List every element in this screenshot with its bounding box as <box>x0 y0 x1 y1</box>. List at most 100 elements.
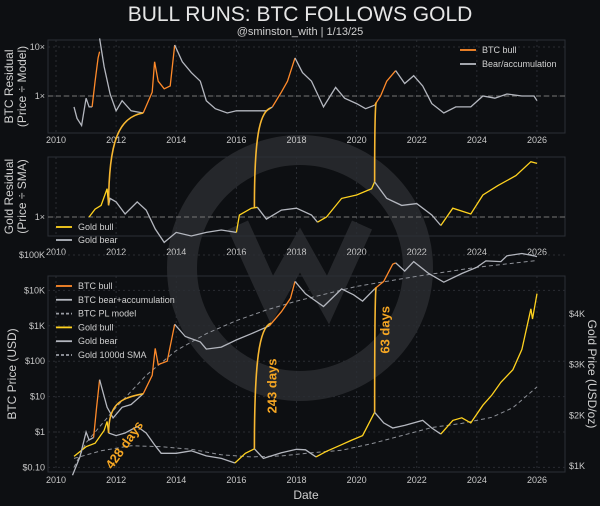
btc-residual-bear-line <box>98 38 144 114</box>
y-axis-label: (Price ÷ Model) <box>15 46 29 127</box>
btc-price-bull-line <box>92 379 101 438</box>
connector-residual-line <box>107 112 144 206</box>
right-y-tick-label: $4K <box>569 309 585 319</box>
x-tick-label: 2014 <box>166 247 186 257</box>
y-tick-label: $100 <box>25 356 45 366</box>
btc-residual-bear-line <box>294 57 375 110</box>
y-axis-label: BTC Residual <box>2 49 16 123</box>
gold-residual-bull-line <box>317 181 376 223</box>
btc-residual-bull-line <box>374 70 397 106</box>
panel-frame <box>47 156 566 237</box>
gold-price-bear-line <box>108 425 236 464</box>
btc-price-bear-line <box>174 323 270 350</box>
y-tick-label: 10× <box>30 42 45 52</box>
legend-label: Gold 1000d SMA <box>78 350 147 360</box>
y-tick-label: $1 <box>35 427 45 437</box>
x-tick-label: 2026 <box>527 135 547 145</box>
gold-residual-bear-line <box>256 206 318 223</box>
y-tick-label: 1× <box>35 91 45 101</box>
btc-price-bear-line <box>98 379 144 420</box>
gold-price-bull-line <box>315 412 376 458</box>
gold-sma-line <box>73 386 538 459</box>
x-tick-label: 2016 <box>226 247 246 257</box>
x-tick-label: 2014 <box>166 475 186 485</box>
btc-residual-bear-line <box>174 44 273 114</box>
gold-price-bear-line <box>253 448 317 460</box>
btc-price-bull-line <box>268 281 296 327</box>
connector-residual-line <box>253 107 272 208</box>
y-tick-label: $100K <box>19 250 45 260</box>
x-tick-label: 2016 <box>226 135 246 145</box>
x-tick-label: 2014 <box>166 135 186 145</box>
x-tick-label: 2018 <box>286 247 306 257</box>
watermark-ring <box>167 135 433 401</box>
btc-price-bear-line <box>395 252 538 283</box>
gold-residual-bull-line <box>440 160 538 226</box>
gold-residual-bear-line <box>107 197 237 244</box>
connector-residual-line <box>373 102 377 182</box>
gold-residual-bull-line <box>235 206 258 233</box>
connector-price-line <box>107 393 144 434</box>
right-y-tick-label: $1K <box>569 461 585 471</box>
x-tick-label: 2026 <box>527 247 547 257</box>
gold-price-bull-line <box>440 293 538 435</box>
y-tick-label: 1× <box>35 212 45 222</box>
gold-price-bull-line <box>73 421 110 457</box>
x-tick-label: 2020 <box>347 475 367 485</box>
x-tick-label: 2018 <box>286 475 306 485</box>
legend-label: Gold bear <box>78 235 118 245</box>
btc-residual-panel: 2010 2012 2014 2016 2018 2020 2022 2024 202610×1… <box>2 38 566 145</box>
gold-residual-panel: 2010 2012 2014 2016 2018 2020 2022 2024 2026 1× Go… <box>2 156 566 257</box>
right-y-tick-label: $2K <box>569 410 585 420</box>
btc-price-bull-line <box>374 262 396 290</box>
legend-label: BTC bull <box>482 45 517 55</box>
btc-pl-model-line <box>73 260 538 468</box>
connector-price-line <box>373 287 377 413</box>
x-tick-label: 2022 <box>407 475 427 485</box>
gold-price-bull-line <box>234 448 255 464</box>
legend-label: BTC PL model <box>78 309 136 319</box>
gold-residual-bull-line <box>88 188 110 218</box>
panel-frame <box>47 275 566 473</box>
y-tick-label: $0.10 <box>22 462 45 472</box>
x-tick-label: 2024 <box>467 135 487 145</box>
legend-label: BTC bull <box>78 281 113 291</box>
x-tick-label: 2016 <box>226 475 246 485</box>
gold-price-bear-line <box>374 411 442 435</box>
x-tick-label: 2024 <box>467 247 487 257</box>
x-tick-label: 2024 <box>467 475 487 485</box>
x-tick-label: 2026 <box>527 475 547 485</box>
x-tick-label: 2020 <box>347 135 367 145</box>
connector-price-line <box>253 322 272 449</box>
price-panel: 2010 2012 2014 2016 2018 2020 2022 2024 2026 $100… <box>5 250 599 502</box>
legend-label: BTC bear+accumulation <box>78 295 175 305</box>
watermark-w <box>227 220 373 325</box>
x-tick-label: 2010 <box>46 475 66 485</box>
x-axis-label: Date <box>293 488 319 502</box>
gold-residual-bear-line <box>374 181 442 226</box>
legend-label: Gold bull <box>78 222 114 232</box>
y-tick-label: $1K <box>29 321 45 331</box>
chart-subtitle: @sminston_with | 1/13/25 <box>237 26 364 38</box>
btc-price-bear-line <box>294 280 376 308</box>
y-tick-label: $10 <box>30 392 45 402</box>
lag-annotation: 63 days <box>377 306 392 354</box>
y-tick-label: $10K <box>24 285 45 295</box>
x-tick-label: 2022 <box>407 135 427 145</box>
btc-price-bear-line <box>71 429 94 476</box>
chart-title: BULL RUNS: BTC FOLLOWS GOLD <box>128 3 473 26</box>
x-tick-label: 2018 <box>286 135 306 145</box>
x-tick-label: 2022 <box>407 247 427 257</box>
x-tick-label: 2012 <box>106 475 126 485</box>
lag-annotation: 243 days <box>265 358 280 413</box>
btc-residual-bull-line <box>91 51 101 107</box>
y-axis-label: Gold Residual <box>2 159 16 234</box>
right-y-axis-label: Gold Price (USD/oz) <box>585 320 599 429</box>
x-tick-label: 2010 <box>46 135 66 145</box>
btc-price-bull-line <box>142 324 176 395</box>
x-tick-label: 2010 <box>46 247 66 257</box>
